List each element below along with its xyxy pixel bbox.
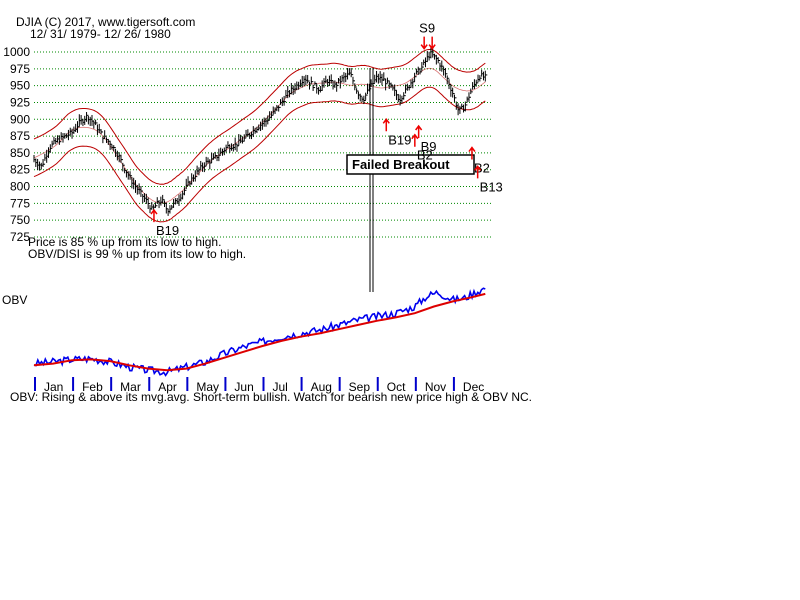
obv-label: OBV <box>2 293 27 307</box>
obv-panel <box>33 287 486 377</box>
obv-commentary: OBV: Rising & above its mvg.avg. Short-t… <box>10 390 532 404</box>
date-range: 12/ 31/ 1979- 12/ 26/ 1980 <box>30 27 171 41</box>
price-tick-label: 725 <box>10 230 30 244</box>
month-label: Aug <box>311 380 332 394</box>
price-tick-label: 950 <box>10 79 30 93</box>
failed-breakout-marker: Failed Breakout <box>346 68 475 292</box>
month-label: Mar <box>120 380 141 394</box>
signal-label: S9 <box>419 21 435 36</box>
price-bands <box>33 49 486 223</box>
month-label: Dec <box>463 380 484 394</box>
month-axis: Jan Feb Mar Apr May Jun Jul Aug Sep Oct Nov Dec <box>34 377 484 394</box>
month-label: Apr <box>158 380 177 394</box>
signal-label: B19 <box>156 223 179 238</box>
price-tick-label: 875 <box>10 129 30 143</box>
signal-label: B13 <box>480 179 503 194</box>
price-tick-label: 900 <box>10 112 30 126</box>
middle-band-line <box>33 67 486 204</box>
month-label: Sep <box>349 380 371 394</box>
signal-label: B19 <box>388 132 411 147</box>
month-label: Feb <box>82 380 103 394</box>
month-label: Jul <box>273 380 288 394</box>
price-tick-label: 800 <box>10 180 30 194</box>
price-tick-label: 975 <box>10 62 30 76</box>
price-bars <box>33 46 488 216</box>
chart-title: DJIA (C) 2017, www.tigersoft.com <box>16 15 195 29</box>
month-label: May <box>196 380 219 394</box>
signal-label: B9 <box>421 139 437 154</box>
buy-arrow <box>415 124 423 138</box>
failed-breakout-box <box>346 154 475 175</box>
buy-arrow <box>382 118 390 132</box>
price-tick-label: 775 <box>10 196 30 210</box>
sell-arrow <box>420 36 428 50</box>
price-tick-label: 850 <box>10 146 30 160</box>
month-label: Jan <box>44 380 63 394</box>
sell-arrow <box>428 36 436 50</box>
month-label: Jun <box>234 380 253 394</box>
price-tick-label: 1000 <box>3 45 30 59</box>
upper-band-line <box>33 49 486 185</box>
obv-line <box>33 287 486 377</box>
buy-arrow <box>150 208 158 223</box>
lower-band-line <box>33 86 486 223</box>
price-tick-label: 925 <box>10 95 30 109</box>
price-tick-label: 750 <box>10 213 30 227</box>
obv-moving-average-line <box>33 292 486 372</box>
price-axis: 725 750 775 800 825 850 875 900 925 950 975 1000 <box>3 45 30 244</box>
obv-pct-note: OBV/DISI is 99 % up from its low to high… <box>28 247 246 261</box>
failed-breakout-label: Failed Breakout <box>352 157 450 172</box>
price-pct-note: Price is 85 % up from its low to high. <box>28 235 221 249</box>
month-label: Oct <box>387 380 406 394</box>
month-label: Nov <box>425 380 446 394</box>
signal-label: B2 <box>417 148 433 163</box>
buy-arrow <box>411 133 419 147</box>
price-tick-label: 825 <box>10 163 30 177</box>
buy-arrow <box>468 146 476 160</box>
buy-arrow <box>474 165 482 179</box>
